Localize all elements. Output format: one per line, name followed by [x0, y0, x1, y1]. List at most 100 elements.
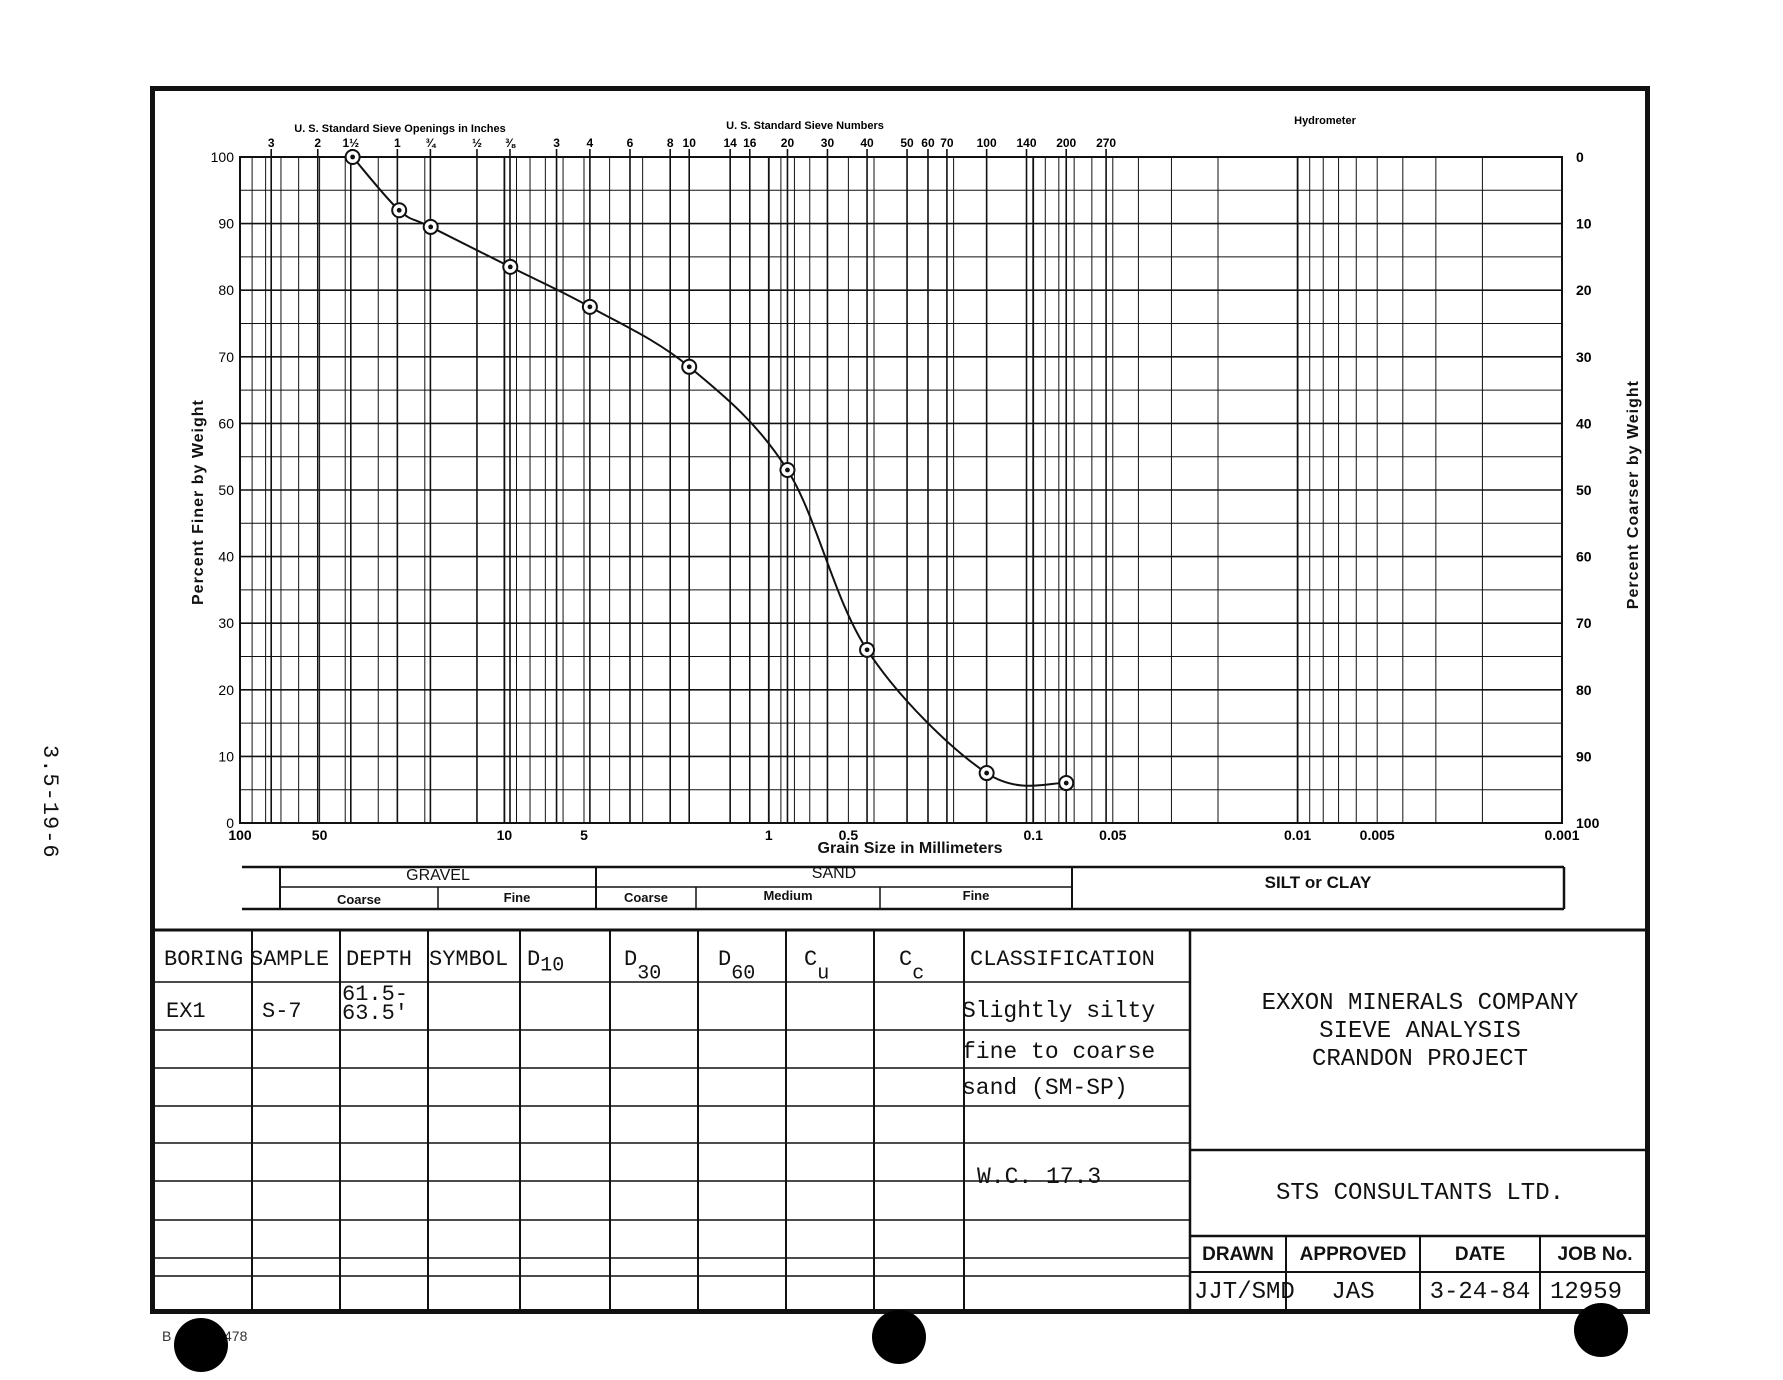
header-d30-sub: 30 [637, 962, 662, 986]
chart-grid [239, 149, 1563, 824]
header-d60: D60 [718, 942, 755, 986]
y-tick-label: 70 [218, 349, 234, 365]
y-tick-label: 80 [218, 282, 234, 298]
consultant-name: STS CONSULTANTS LTD. [1275, 1180, 1565, 1207]
x-tick-label: 10 [497, 827, 513, 843]
y-tick-label: 20 [218, 682, 234, 698]
hydrometer-title: Hydrometer [1294, 115, 1356, 127]
number-sieve-label: 70 [940, 136, 954, 150]
x-tick-label: 0.05 [1099, 827, 1126, 843]
y2-tick-label: 20 [1576, 282, 1592, 298]
data-point-center [785, 467, 790, 473]
inch-sieve-label: 2 [314, 136, 321, 150]
report-title: SIEVE ANALYSIS [1319, 1018, 1521, 1045]
header-cu: Cu [804, 942, 829, 986]
drawn-value: JJT/SMD [1194, 1279, 1295, 1306]
header-d60-sub: 60 [731, 962, 756, 986]
x-tick-label: 1 [765, 827, 773, 843]
cell-sample: S-7 [262, 999, 302, 1024]
x-tick-label: 0.005 [1360, 827, 1395, 843]
silt-clay-label: SILT or CLAY [1264, 873, 1372, 892]
gravel-coarse-label: Coarse [336, 892, 382, 907]
number-sieve-label: 4 [587, 136, 594, 150]
gravel-fine-label: Fine [503, 890, 531, 905]
header-d30: D30 [624, 942, 661, 986]
inch-sieve-label: 1½ [342, 136, 359, 150]
data-point-center [507, 264, 513, 270]
y-tick-label: 30 [218, 615, 234, 631]
number-sieve-label: 3 [553, 136, 560, 150]
data-point-center [587, 304, 593, 310]
inch-sieve-label: 3 [268, 136, 275, 150]
gradation-curve [351, 156, 1067, 787]
y2-tick-label: 30 [1576, 349, 1592, 365]
sand-fine-label: Fine [962, 888, 990, 903]
sand-medium-label: Medium [763, 888, 813, 903]
sand-coarse-label: Coarse [623, 890, 669, 905]
job-value: 12959 [1550, 1279, 1623, 1306]
data-point-center [396, 207, 402, 213]
drawn-label: DRAWN [1202, 1244, 1274, 1265]
header-symbol: SYMBOL [429, 947, 509, 972]
sand-label: SAND [811, 865, 857, 882]
y-tick-label: 90 [218, 216, 234, 232]
number-sieve-label: 200 [1056, 136, 1076, 150]
y2-axis-label: Percent Coarser by Weight [1625, 380, 1642, 610]
data-point-center [984, 770, 990, 776]
data-point-center [428, 224, 434, 230]
header-cc-letter: C [899, 947, 913, 972]
number-sieve-label: 140 [1016, 136, 1036, 150]
y2-tick-label: 90 [1576, 748, 1592, 764]
y-tick-label: 60 [218, 415, 234, 431]
cell-boring: EX1 [166, 999, 206, 1024]
cell-depth-line2: 63.5' [342, 1001, 409, 1026]
classification-line1: Slightly silty [962, 998, 1156, 1024]
header-depth: DEPTH [346, 947, 413, 972]
date-value: 3-24-84 [1429, 1279, 1531, 1306]
form-number-suffix: 478 [224, 1328, 248, 1344]
y-tick-label: 0 [226, 815, 234, 831]
chart-curve [344, 149, 1075, 792]
y2-tick-label: 80 [1576, 682, 1592, 698]
header-d60-letter: D [718, 947, 732, 972]
approved-label: APPROVED [1299, 1244, 1407, 1265]
x-tick-label: 0.5 [839, 827, 859, 843]
data-point-center [1063, 780, 1069, 786]
y-tick-label: 100 [211, 149, 235, 165]
form-number-prefix: B [162, 1328, 172, 1344]
inch-sieve-label: ½ [472, 136, 482, 150]
x-tick-label: 100 [228, 827, 252, 843]
y2-tick-label: 70 [1576, 615, 1592, 631]
number-sieve-label: 10 [683, 136, 697, 150]
data-point-center [864, 647, 870, 653]
header-boring: BORING [164, 947, 244, 972]
punch-hole-center [872, 1310, 926, 1364]
number-sieve-label: 6 [627, 136, 634, 150]
header-classification: CLASSIFICATION [970, 947, 1155, 972]
y2-tick-label: 60 [1576, 549, 1592, 565]
number-sieve-label: 14 [723, 136, 737, 150]
x-tick-label: 5 [580, 827, 588, 843]
y-axis-label: Percent Finer by Weight [190, 399, 207, 605]
cell-depth-line1: 61.5- [342, 982, 409, 1007]
header-d10: D10 [527, 942, 564, 978]
inch-sieve-title: U. S. Standard Sieve Openings in Inches [294, 123, 506, 135]
inch-sieve-label: ⅜ [505, 136, 516, 150]
header-d10-sub: 10 [540, 954, 565, 978]
y-tick-label: 40 [218, 549, 234, 565]
y-tick-label: 50 [218, 482, 234, 498]
results-table-grid [155, 928, 1650, 1314]
number-sieve-label: 40 [860, 136, 874, 150]
x-tick-label: 0.001 [1544, 827, 1579, 843]
x-tick-label: 50 [312, 827, 328, 843]
punch-hole-left [174, 1318, 228, 1372]
y2-tick-label: 50 [1576, 482, 1592, 498]
number-sieve-label: 100 [977, 136, 997, 150]
classification-bar [242, 865, 1566, 911]
job-label: JOB No. [1557, 1244, 1633, 1265]
header-d30-letter: D [624, 947, 638, 972]
header-cu-letter: C [804, 947, 818, 972]
classification-line2: fine to coarse [962, 1039, 1156, 1065]
x-tick-label: 0.1 [1023, 827, 1043, 843]
